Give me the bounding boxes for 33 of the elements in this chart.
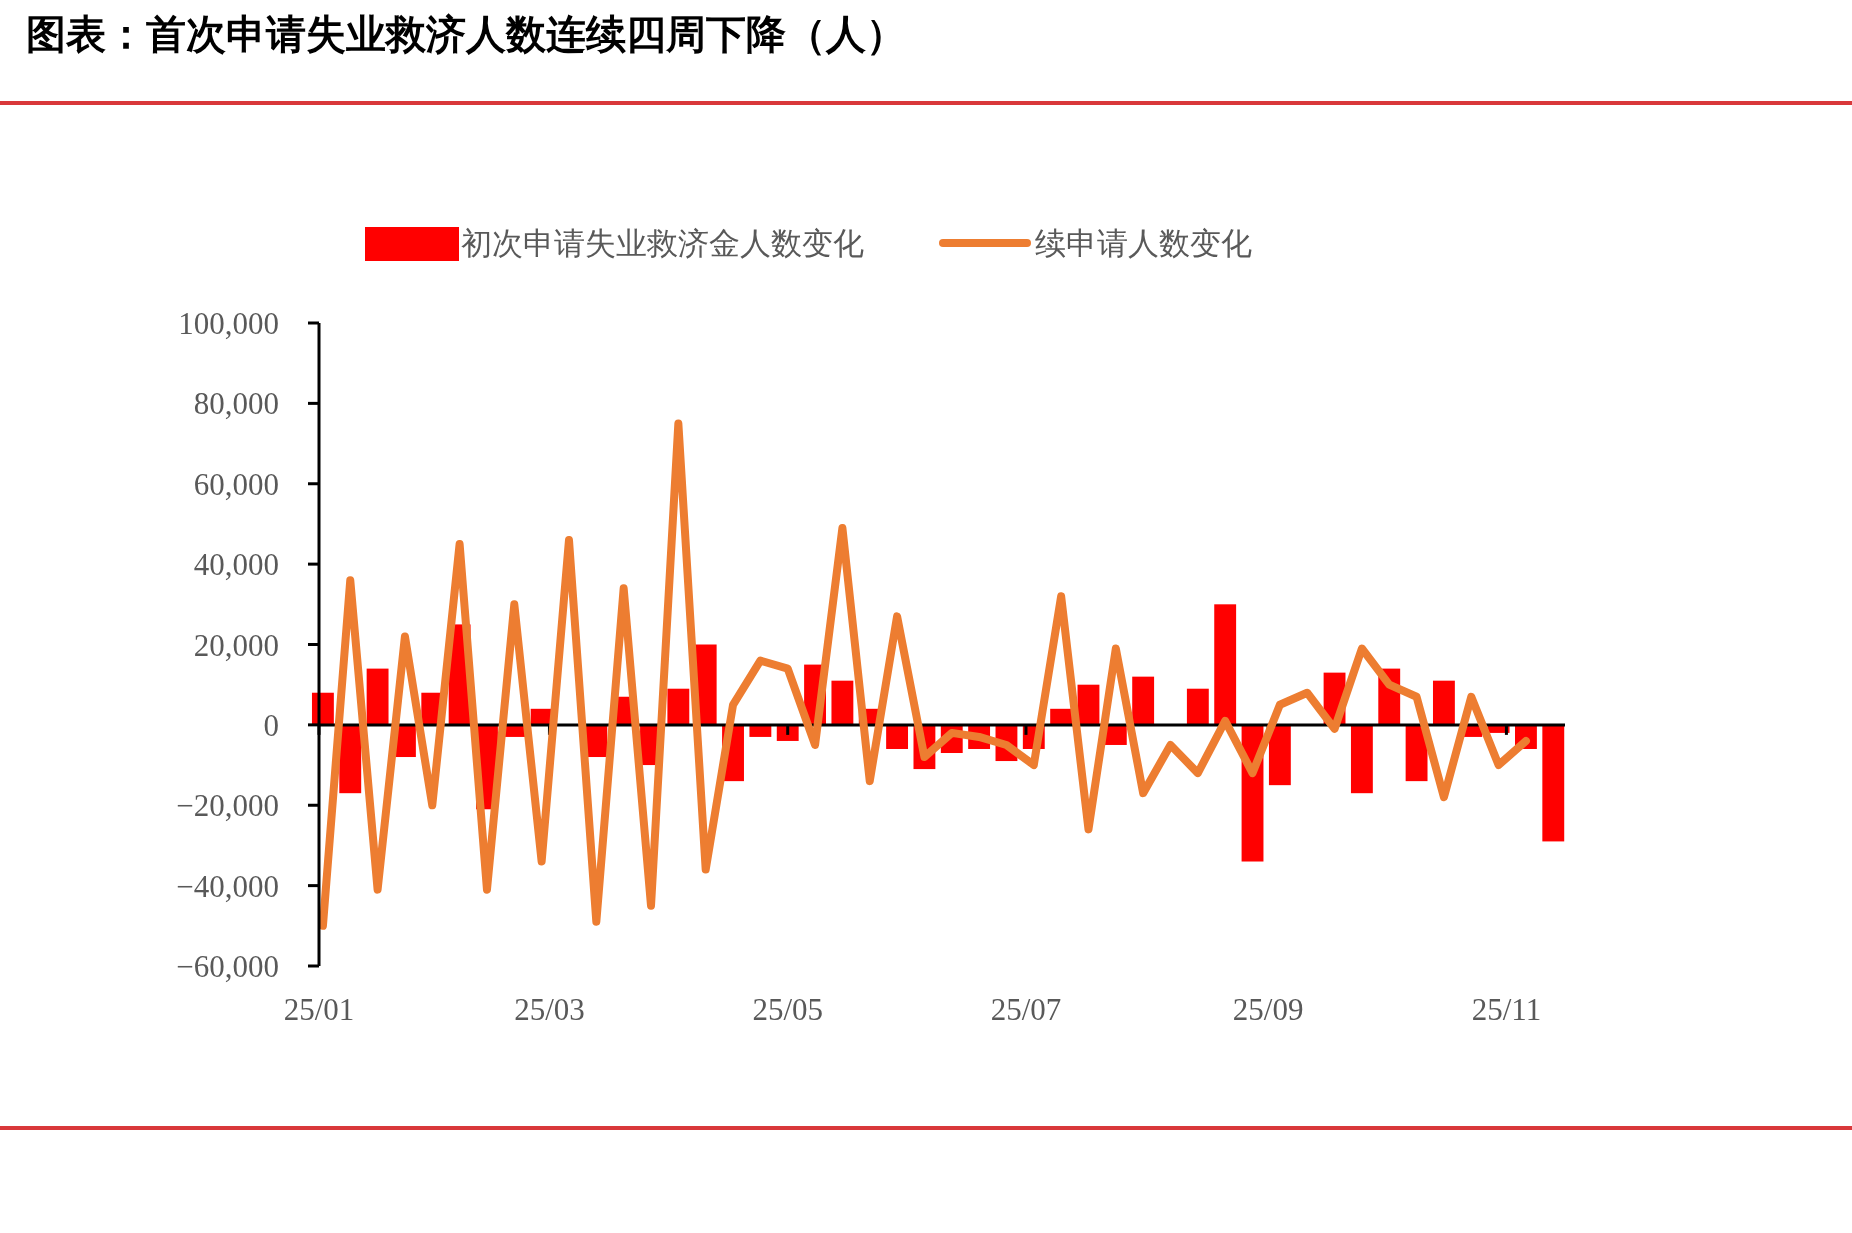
bar [1542, 724, 1565, 842]
legend-label: 初次申请失业救济金人数变化 [461, 226, 864, 261]
y-tick-label: 20,000 [193, 627, 279, 663]
bar [339, 724, 362, 794]
x-tick-label: 25/01 [283, 992, 355, 1027]
y-tick-label: 60,000 [193, 466, 279, 502]
x-tick-label: 25/11 [1471, 992, 1542, 1027]
y-tick-label: 100,000 [178, 306, 279, 341]
y-tick-label: 80,000 [193, 386, 279, 422]
bar [886, 724, 909, 749]
bar [1405, 724, 1428, 782]
bar [776, 724, 799, 741]
bar [1432, 680, 1455, 725]
y-tick-label: −20,000 [176, 788, 279, 824]
chart-title: 图表：首次申请失业救济人数连续四周下降（人） [26, 12, 906, 57]
y-tick-label: −40,000 [176, 868, 279, 904]
bar [1132, 676, 1155, 725]
y-tick-label: 40,000 [193, 547, 279, 583]
bar [749, 724, 772, 737]
bar [366, 668, 389, 725]
bar [1350, 724, 1373, 794]
x-tick-label: 25/09 [1232, 992, 1304, 1027]
x-tick-label: 25/03 [514, 992, 585, 1027]
bar [667, 688, 690, 725]
bar [1268, 724, 1291, 786]
legend-label: 续申请人数变化 [1035, 226, 1252, 261]
y-tick-label: 0 [263, 707, 279, 743]
y-tick-label: −60,000 [176, 949, 279, 984]
x-tick-label: 25/05 [752, 992, 824, 1027]
bar [1214, 604, 1237, 725]
x-tick-label: 25/07 [990, 992, 1062, 1027]
bar [1186, 688, 1209, 725]
bar [831, 680, 854, 725]
